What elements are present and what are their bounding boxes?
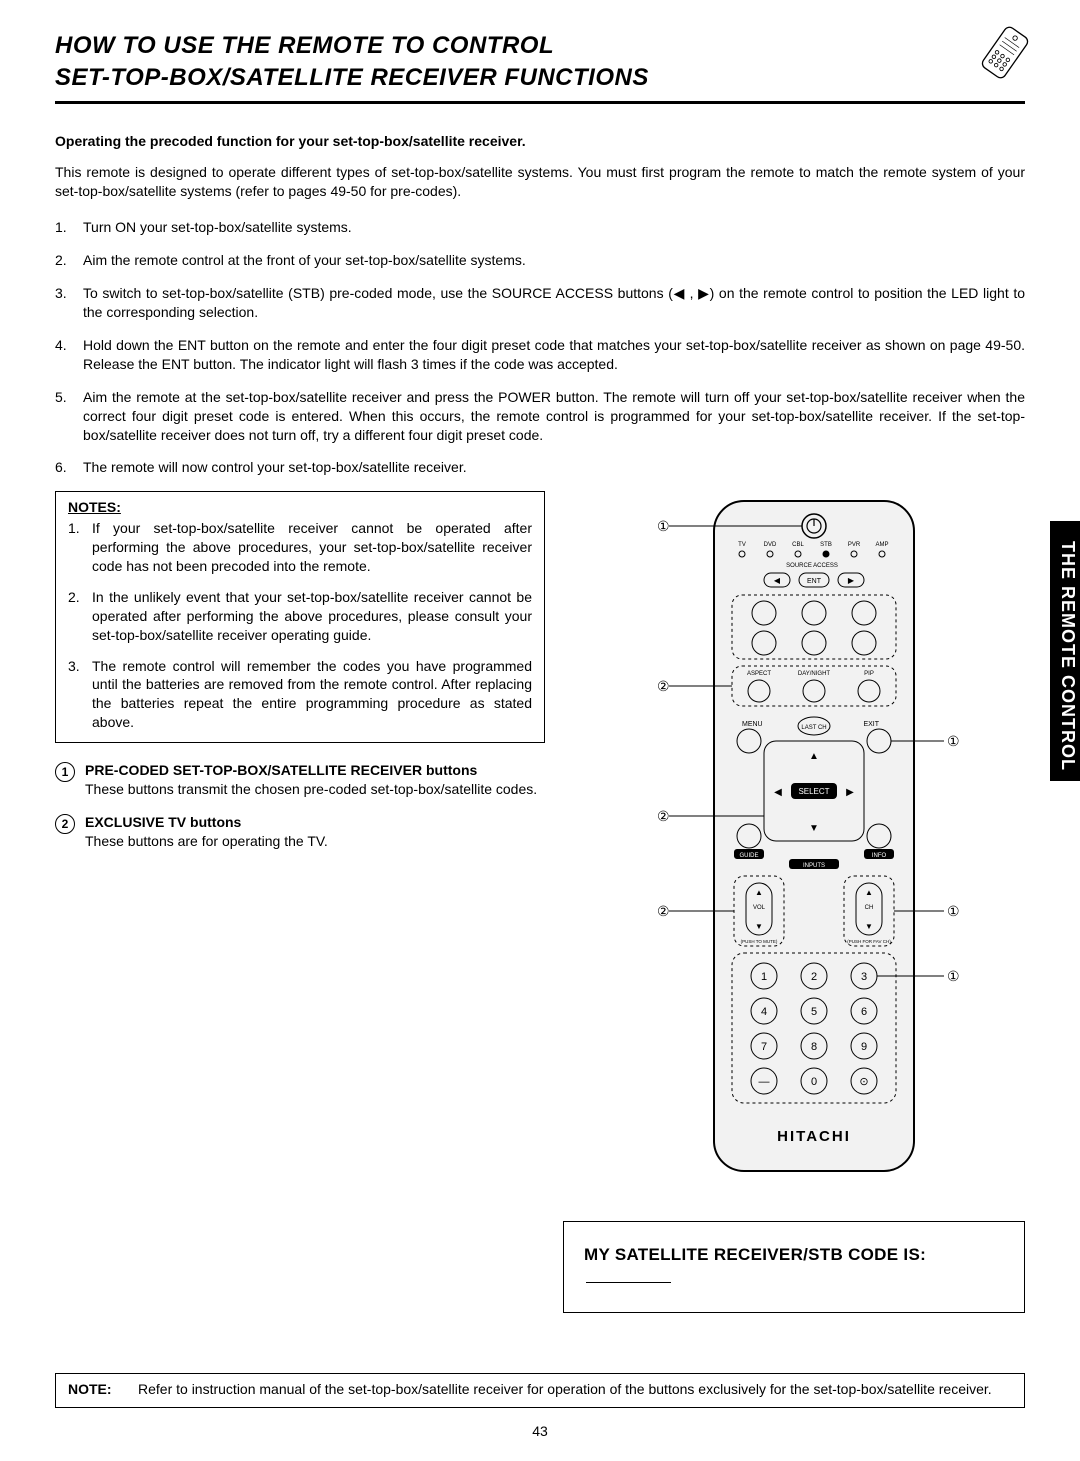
callout-1: 1 PRE-CODED SET-TOP-BOX/SATELLITE RECEIV… [55,761,545,799]
remote-brand: HITACHI [777,1128,851,1145]
bottom-note-body: Refer to instruction manual of the set-t… [138,1380,1012,1399]
svg-text:▼: ▼ [755,922,763,931]
svg-text:▼: ▼ [809,823,819,834]
callout-1-badge: 1 [55,762,75,782]
svg-text:(PUSH TO MUTE): (PUSH TO MUTE) [741,939,778,944]
svg-text:DAY/NIGHT: DAY/NIGHT [798,671,831,677]
svg-text:ASPECT: ASPECT [747,671,771,677]
svg-text:4: 4 [761,1006,767,1018]
svg-text:EXIT: EXIT [863,721,879,728]
svg-text:PVR: PVR [848,542,861,548]
page-number: 43 [55,1422,1025,1441]
svg-text:—: — [759,1076,770,1088]
svg-text:②: ② [657,678,670,694]
svg-text:INFO: INFO [872,853,887,859]
notes-box: NOTES: 1.If your set-top-box/satellite r… [55,491,545,743]
step-num: 5. [55,388,83,445]
svg-text:②: ② [657,808,670,824]
code-blank [586,1282,671,1283]
step-text: Aim the remote control at the front of y… [83,251,1025,270]
svg-text:INPUTS: INPUTS [803,863,825,869]
svg-text:▼: ▼ [865,922,873,931]
step-text: To switch to set-top-box/satellite (STB)… [83,284,1025,322]
code-box: MY SATELLITE RECEIVER/STB CODE IS: [563,1221,1025,1313]
step-num: 3. [55,284,83,322]
callout-1-body: These buttons transmit the chosen pre-co… [85,781,537,797]
svg-text:CBL: CBL [792,542,804,548]
header-rule [55,101,1025,104]
code-box-label: MY SATELLITE RECEIVER/STB CODE IS: [584,1245,926,1264]
svg-text:0: 0 [811,1076,817,1088]
step-text: Aim the remote at the set-top-box/satell… [83,388,1025,445]
svg-text:LAST CH: LAST CH [801,725,826,731]
step-num: 6. [55,458,83,477]
svg-text:▲: ▲ [865,888,873,897]
svg-text:SELECT: SELECT [798,787,829,796]
svg-text:▲: ▲ [755,888,763,897]
note-text: In the unlikely event that your set-top-… [92,588,532,645]
remote-diagram: ① TV DVD CBL STB PVR AMP SOURCE ACCESS ◀… [624,491,964,1191]
title-line-1: HOW TO USE THE REMOTE TO CONTROL [55,32,554,59]
page-title: HOW TO USE THE REMOTE TO CONTROL SET-TOP… [55,30,985,95]
svg-text:①: ① [947,903,960,919]
svg-text:ENT: ENT [807,578,822,585]
svg-text:9: 9 [861,1041,867,1053]
svg-text:CH: CH [865,905,874,911]
intro-paragraph: This remote is designed to operate diffe… [55,163,1025,201]
step-num: 4. [55,336,83,374]
svg-text:2: 2 [811,971,817,983]
svg-text:AMP: AMP [875,542,888,548]
title-line-2: SET-TOP-BOX/SATELLITE RECEIVER FUNCTIONS [55,64,649,91]
svg-text:DVD: DVD [764,542,777,548]
svg-text:②: ② [657,903,670,919]
svg-text:STB: STB [820,542,832,548]
svg-text:▲: ▲ [809,751,819,762]
callout-2: 2 EXCLUSIVE TV buttons These buttons are… [55,813,545,851]
bottom-note-label: NOTE: [68,1380,138,1399]
side-tab: THE REMOTE CONTROL [1050,521,1080,781]
svg-text:①: ① [947,733,960,749]
svg-text:(PUSH FOR FAV CH): (PUSH FOR FAV CH) [847,939,891,944]
notes-heading: NOTES: [68,498,532,517]
step-text: The remote will now control your set-top… [83,458,1025,477]
svg-text:8: 8 [811,1041,817,1053]
svg-text:▶: ▶ [846,787,854,798]
svg-text:◀: ◀ [774,576,781,585]
svg-text:MENU: MENU [742,721,763,728]
callout-1-title: PRE-CODED SET-TOP-BOX/SATELLITE RECEIVER… [85,762,477,778]
svg-text:⊙: ⊙ [859,1076,868,1088]
callout-2-title: EXCLUSIVE TV buttons [85,814,241,830]
svg-text:PIP: PIP [864,671,874,677]
step-num: 1. [55,218,83,237]
note-text: The remote control will remember the cod… [92,657,532,733]
step-num: 2. [55,251,83,270]
callout-2-badge: 2 [55,814,75,834]
svg-text:TV: TV [738,542,746,548]
svg-text:GUIDE: GUIDE [739,853,758,859]
svg-text:6: 6 [861,1006,867,1018]
callout-2-body: These buttons are for operating the TV. [85,833,328,849]
steps-list: 1.Turn ON your set-top-box/satellite sys… [55,218,1025,477]
svg-text:◀: ◀ [774,787,782,798]
svg-text:1: 1 [761,971,767,983]
svg-text:VOL: VOL [753,905,766,911]
svg-text:3: 3 [861,971,867,983]
subheading: Operating the precoded function for your… [55,132,1025,151]
bottom-note: NOTE: Refer to instruction manual of the… [55,1373,1025,1408]
svg-text:5: 5 [811,1006,817,1018]
leader-badge: ① [657,518,670,534]
svg-text:▶: ▶ [848,576,855,585]
svg-text:SOURCE ACCESS: SOURCE ACCESS [786,563,838,569]
step-text: Hold down the ENT button on the remote a… [83,336,1025,374]
note-text: If your set-top-box/satellite receiver c… [92,519,532,576]
svg-text:①: ① [947,968,960,984]
svg-text:7: 7 [761,1041,767,1053]
step-text: Turn ON your set-top-box/satellite syste… [83,218,1025,237]
